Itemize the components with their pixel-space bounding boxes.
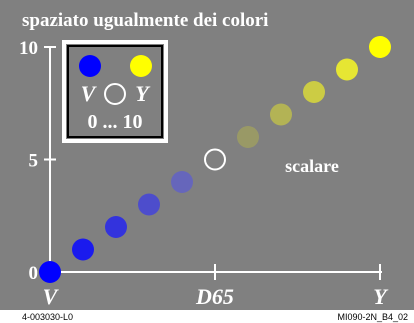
data-point	[171, 171, 193, 193]
legend-d65-circle	[104, 83, 126, 105]
data-point	[270, 103, 292, 126]
legend-v-dot	[79, 55, 101, 77]
x-tick-label-d65: D65	[195, 284, 234, 309]
x-tick-label-y: Y	[373, 284, 389, 309]
legend-range-label: 0 ... 10	[88, 111, 143, 133]
x-tick-label-v: V	[43, 284, 60, 309]
data-point	[138, 193, 160, 216]
legend-y-dot	[130, 55, 152, 77]
data-point	[105, 216, 127, 238]
data-point	[72, 238, 94, 261]
y-tick-label: 5	[29, 151, 39, 172]
legend: V Y 0 ... 10	[62, 40, 168, 143]
y-tick-label: 10	[19, 38, 38, 59]
annotation-scalare: scalare	[285, 156, 339, 176]
data-point	[39, 261, 61, 283]
data-point-d65	[204, 148, 226, 171]
footer-left-code: 4-003030-L0	[22, 312, 73, 322]
data-point	[303, 81, 325, 103]
legend-y-label: Y	[135, 81, 151, 106]
legend-inner-frame	[67, 45, 163, 138]
footer-right-code: MI090-2N_B4_02	[337, 312, 408, 322]
legend-v-label: V	[81, 81, 98, 106]
data-point	[237, 126, 259, 148]
chart-title: spaziato ugualmente dei colori	[22, 10, 268, 31]
data-point	[369, 36, 391, 58]
y-tick-label: 0	[29, 263, 39, 284]
data-point	[336, 58, 358, 81]
